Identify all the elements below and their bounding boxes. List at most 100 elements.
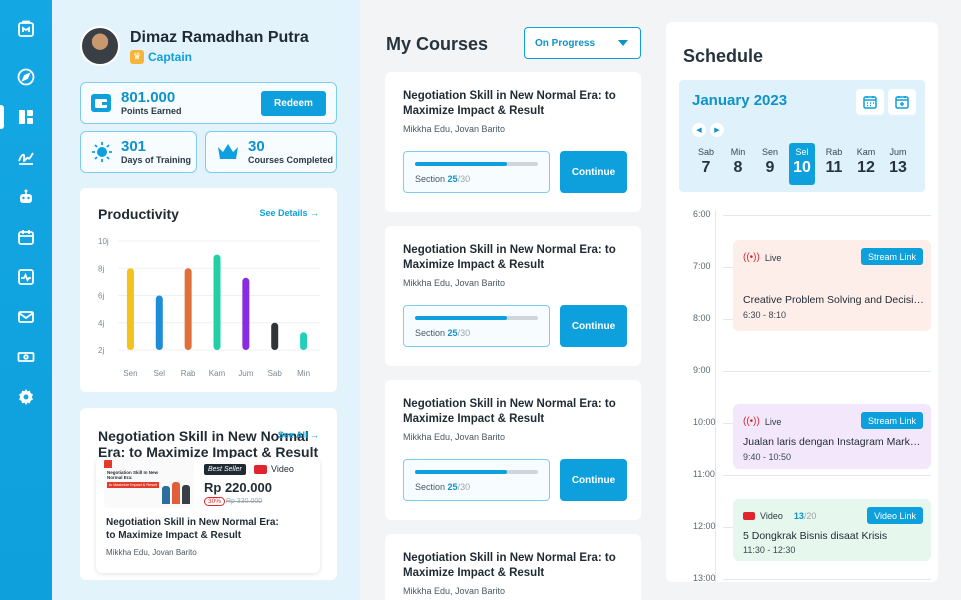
points-value: 801.000: [121, 89, 176, 106]
progress-bar: [415, 470, 508, 474]
stream-link-button[interactable]: Stream Link: [860, 248, 923, 265]
day-number: 10: [793, 159, 811, 176]
sun-icon: [92, 142, 112, 162]
event-title: Creative Problem Solving and Decision Ma…: [743, 294, 925, 306]
add-event-icon[interactable]: [888, 89, 916, 115]
x-tick-label: Rab: [181, 369, 196, 378]
timeline-gridline: [723, 475, 931, 476]
event-time: 11:30 - 12:30: [743, 545, 796, 555]
day-name: Rab: [825, 147, 843, 157]
robot-icon[interactable]: [9, 180, 43, 214]
calendar-icon[interactable]: [9, 220, 43, 254]
logo-icon[interactable]: [9, 12, 43, 46]
video-link-button[interactable]: Video Link: [867, 507, 923, 524]
compass-icon[interactable]: [9, 60, 43, 94]
my-courses-title: My Courses: [386, 34, 489, 54]
live-icon: ((•)): [743, 252, 760, 263]
course-card: Negotiation Skill in New Normal Era: to …: [385, 380, 641, 520]
calendar-day[interactable]: Rab 11: [821, 143, 847, 185]
continue-button[interactable]: Continue: [560, 305, 627, 347]
timeline-gridline: [723, 579, 931, 580]
profile-role: ♛ Captain: [130, 49, 309, 64]
event-card[interactable]: ((•)) Live Stream Link Creative Problem S…: [733, 240, 931, 331]
price: Rp 220.000: [204, 480, 272, 495]
my-courses-panel: My Courses On Progress Negotiation Skill…: [360, 0, 660, 600]
next-arrow-icon[interactable]: ▶: [710, 123, 724, 137]
recommendation-title: Negotiation Skill in New Normal Era: to …: [98, 428, 319, 460]
day-name: Kam: [856, 147, 876, 157]
crown-icon: [218, 144, 238, 159]
filter-value: On Progress: [535, 37, 596, 49]
y-tick-label: 2j: [98, 346, 104, 355]
timeline-time: 12:00: [693, 521, 716, 531]
timeline-gridline: [723, 371, 931, 372]
continue-button[interactable]: Continue: [560, 459, 627, 501]
day-number: 13: [889, 159, 907, 176]
event-time: 6:30 - 8:10: [743, 310, 787, 320]
completed-card: 30 Courses Completed: [205, 131, 337, 173]
avatar[interactable]: [80, 26, 120, 66]
event-title: 5 Dongkrak Bisnis disaat Krisis: [743, 530, 888, 542]
timeline-time: 10:00: [693, 417, 716, 427]
day-number: 12: [857, 159, 875, 176]
training-label: Days of Training: [121, 155, 192, 165]
course-title: Negotiation Skill in New Normal Era: to …: [403, 244, 616, 271]
video-icon: [254, 465, 267, 474]
calendar-day[interactable]: Jum 13: [885, 143, 911, 185]
crown-icon: ♛: [130, 49, 144, 64]
completed-label: Courses Completed: [248, 155, 334, 165]
discount-badge: 30%: [204, 497, 226, 506]
recommendation-item[interactable]: Negotiation Skill In New Normal Era: to …: [96, 458, 320, 573]
mail-icon[interactable]: [9, 300, 43, 334]
day-number: 9: [765, 159, 775, 176]
event-card[interactable]: ((•)) Live Stream Link Jualan laris denga…: [733, 404, 931, 469]
y-tick-label: 4j: [98, 319, 104, 328]
y-tick-label: 8j: [98, 264, 104, 273]
see-details-link[interactable]: See Details →: [259, 208, 319, 218]
activity-icon[interactable]: [9, 260, 43, 294]
course-author: Mikkha Edu, Jovan Barito: [403, 124, 506, 134]
course-progress: Section 25/30: [403, 305, 550, 347]
timeline-time: 11:00: [693, 469, 715, 479]
day-name: Sel: [795, 147, 809, 157]
settings-icon[interactable]: [9, 380, 43, 414]
see-all-link[interactable]: See All →: [277, 430, 319, 440]
course-title: Negotiation Skill in New Normal Era: to …: [403, 398, 616, 425]
productivity-title: Productivity: [98, 206, 179, 222]
dashboard-icon[interactable]: [0, 100, 43, 134]
event-card[interactable]: Video 13/20 Video Link 5 Dongkrak Bisnis …: [733, 499, 931, 561]
ticket-icon[interactable]: [9, 340, 43, 374]
x-tick-label: Kam: [209, 369, 226, 378]
calendar-day[interactable]: Sel 10: [789, 143, 815, 185]
calendar-day[interactable]: Min 8: [725, 143, 751, 185]
x-tick-label: Jum: [238, 369, 253, 378]
day-name: Jum: [889, 147, 907, 157]
course-title: Negotiation Skill in New Normal Era: to …: [403, 552, 616, 579]
event-title: Jualan laris dengan Instagram Marketing: [743, 436, 925, 448]
course-progress: Section 25/30: [403, 151, 550, 193]
completed-value: 30: [248, 138, 265, 155]
continue-button[interactable]: Continue: [560, 151, 627, 193]
progress-filter-dropdown[interactable]: On Progress: [524, 27, 641, 59]
role-label: Captain: [148, 49, 193, 64]
progress-bar: [415, 316, 508, 320]
timeline-time: 7:00: [693, 261, 711, 271]
live-icon: ((•)): [743, 416, 760, 427]
stream-link-button[interactable]: Stream Link: [860, 412, 923, 429]
prev-arrow-icon[interactable]: ◀: [692, 123, 706, 137]
chart-bar: [271, 322, 279, 350]
course-thumbnail: Negotiation Skill In New Normal Era: to …: [104, 458, 194, 508]
chart-bar: [213, 254, 221, 350]
signature-icon[interactable]: [9, 140, 43, 174]
rec-course-author: Mikkha Edu, Jovan Barito: [106, 548, 197, 557]
calendar-day[interactable]: Sen 9: [757, 143, 783, 185]
event-time: 9:40 - 10:50: [743, 452, 792, 462]
productivity-card: Productivity See Details → 10j 8j 6j 4j 2j Se…: [80, 188, 337, 392]
points-label: Points Earned: [121, 106, 182, 116]
calendar-day[interactable]: Sab 7: [693, 143, 719, 185]
calendar-grid-icon[interactable]: [856, 89, 884, 115]
timeline-time: 8:00: [693, 313, 711, 323]
redeem-button[interactable]: Redeem: [261, 91, 326, 116]
calendar-day[interactable]: Kam 12: [853, 143, 879, 185]
productivity-chart: 10j 8j 6j 4j 2j Sen Sel Rab Kam Jum Sab Min: [98, 237, 320, 378]
